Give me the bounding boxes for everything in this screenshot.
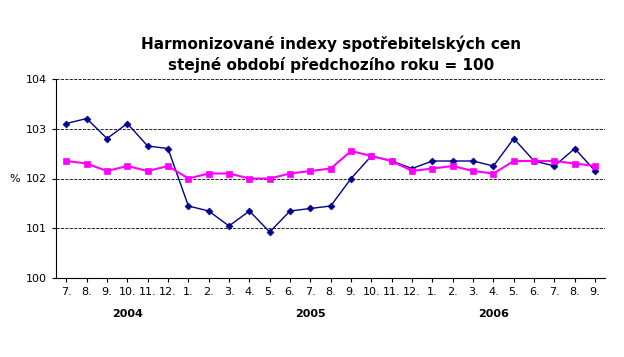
- 25 zemí EU: [388, 159, 396, 163]
- 25 zemí EU: [246, 176, 253, 181]
- 25 zemí EU: [592, 164, 599, 168]
- 25 zemí EU: [429, 166, 436, 171]
- 25 zemí EU: [164, 164, 172, 168]
- ČR: [490, 164, 497, 168]
- 25 zemí EU: [490, 171, 497, 176]
- 25 zemí EU: [62, 159, 70, 163]
- ČR: [388, 159, 396, 163]
- 25 zemí EU: [225, 171, 233, 176]
- ČR: [185, 204, 192, 208]
- ČR: [306, 206, 314, 211]
- 25 zemí EU: [530, 159, 538, 163]
- ČR: [246, 209, 253, 213]
- Y-axis label: %: %: [9, 174, 20, 183]
- 25 zemí EU: [327, 166, 334, 171]
- 25 zemí EU: [368, 154, 375, 158]
- ČR: [62, 121, 70, 126]
- Line: 25 zemí EU: 25 zemí EU: [64, 148, 598, 181]
- ČR: [327, 204, 334, 208]
- ČR: [164, 146, 172, 151]
- 25 zemí EU: [83, 161, 90, 166]
- ČR: [571, 146, 578, 151]
- ČR: [530, 159, 538, 163]
- ČR: [225, 224, 233, 228]
- ČR: [429, 159, 436, 163]
- 25 zemí EU: [348, 149, 355, 153]
- ČR: [124, 121, 131, 126]
- 25 zemí EU: [205, 171, 212, 176]
- ČR: [551, 164, 558, 168]
- ČR: [469, 159, 477, 163]
- ČR: [286, 209, 294, 213]
- ČR: [103, 136, 110, 141]
- ČR: [449, 159, 457, 163]
- 25 zemí EU: [185, 176, 192, 181]
- Text: 2004: 2004: [112, 309, 143, 319]
- 25 zemí EU: [510, 159, 517, 163]
- ČR: [348, 176, 355, 181]
- 25 zemí EU: [124, 164, 131, 168]
- Line: ČR: ČR: [64, 116, 598, 235]
- 25 zemí EU: [306, 169, 314, 173]
- Text: 2005: 2005: [295, 309, 326, 319]
- 25 zemí EU: [103, 169, 110, 173]
- 25 zemí EU: [408, 169, 416, 173]
- 25 zemí EU: [286, 171, 294, 176]
- Title: Harmonizované indexy spotřebitelských cen
stejné období předchozího roku = 100: Harmonizované indexy spotřebitelských ce…: [140, 35, 521, 73]
- ČR: [83, 116, 90, 121]
- Text: 2006: 2006: [478, 309, 509, 319]
- 25 zemí EU: [551, 159, 558, 163]
- ČR: [368, 154, 375, 158]
- 25 zemí EU: [571, 161, 578, 166]
- ČR: [592, 169, 599, 173]
- 25 zemí EU: [266, 176, 273, 181]
- 25 zemí EU: [449, 164, 457, 168]
- ČR: [144, 144, 152, 148]
- ČR: [510, 136, 517, 141]
- 25 zemí EU: [144, 169, 152, 173]
- ČR: [266, 230, 273, 234]
- ČR: [408, 166, 416, 171]
- ČR: [205, 209, 212, 213]
- 25 zemí EU: [469, 169, 477, 173]
